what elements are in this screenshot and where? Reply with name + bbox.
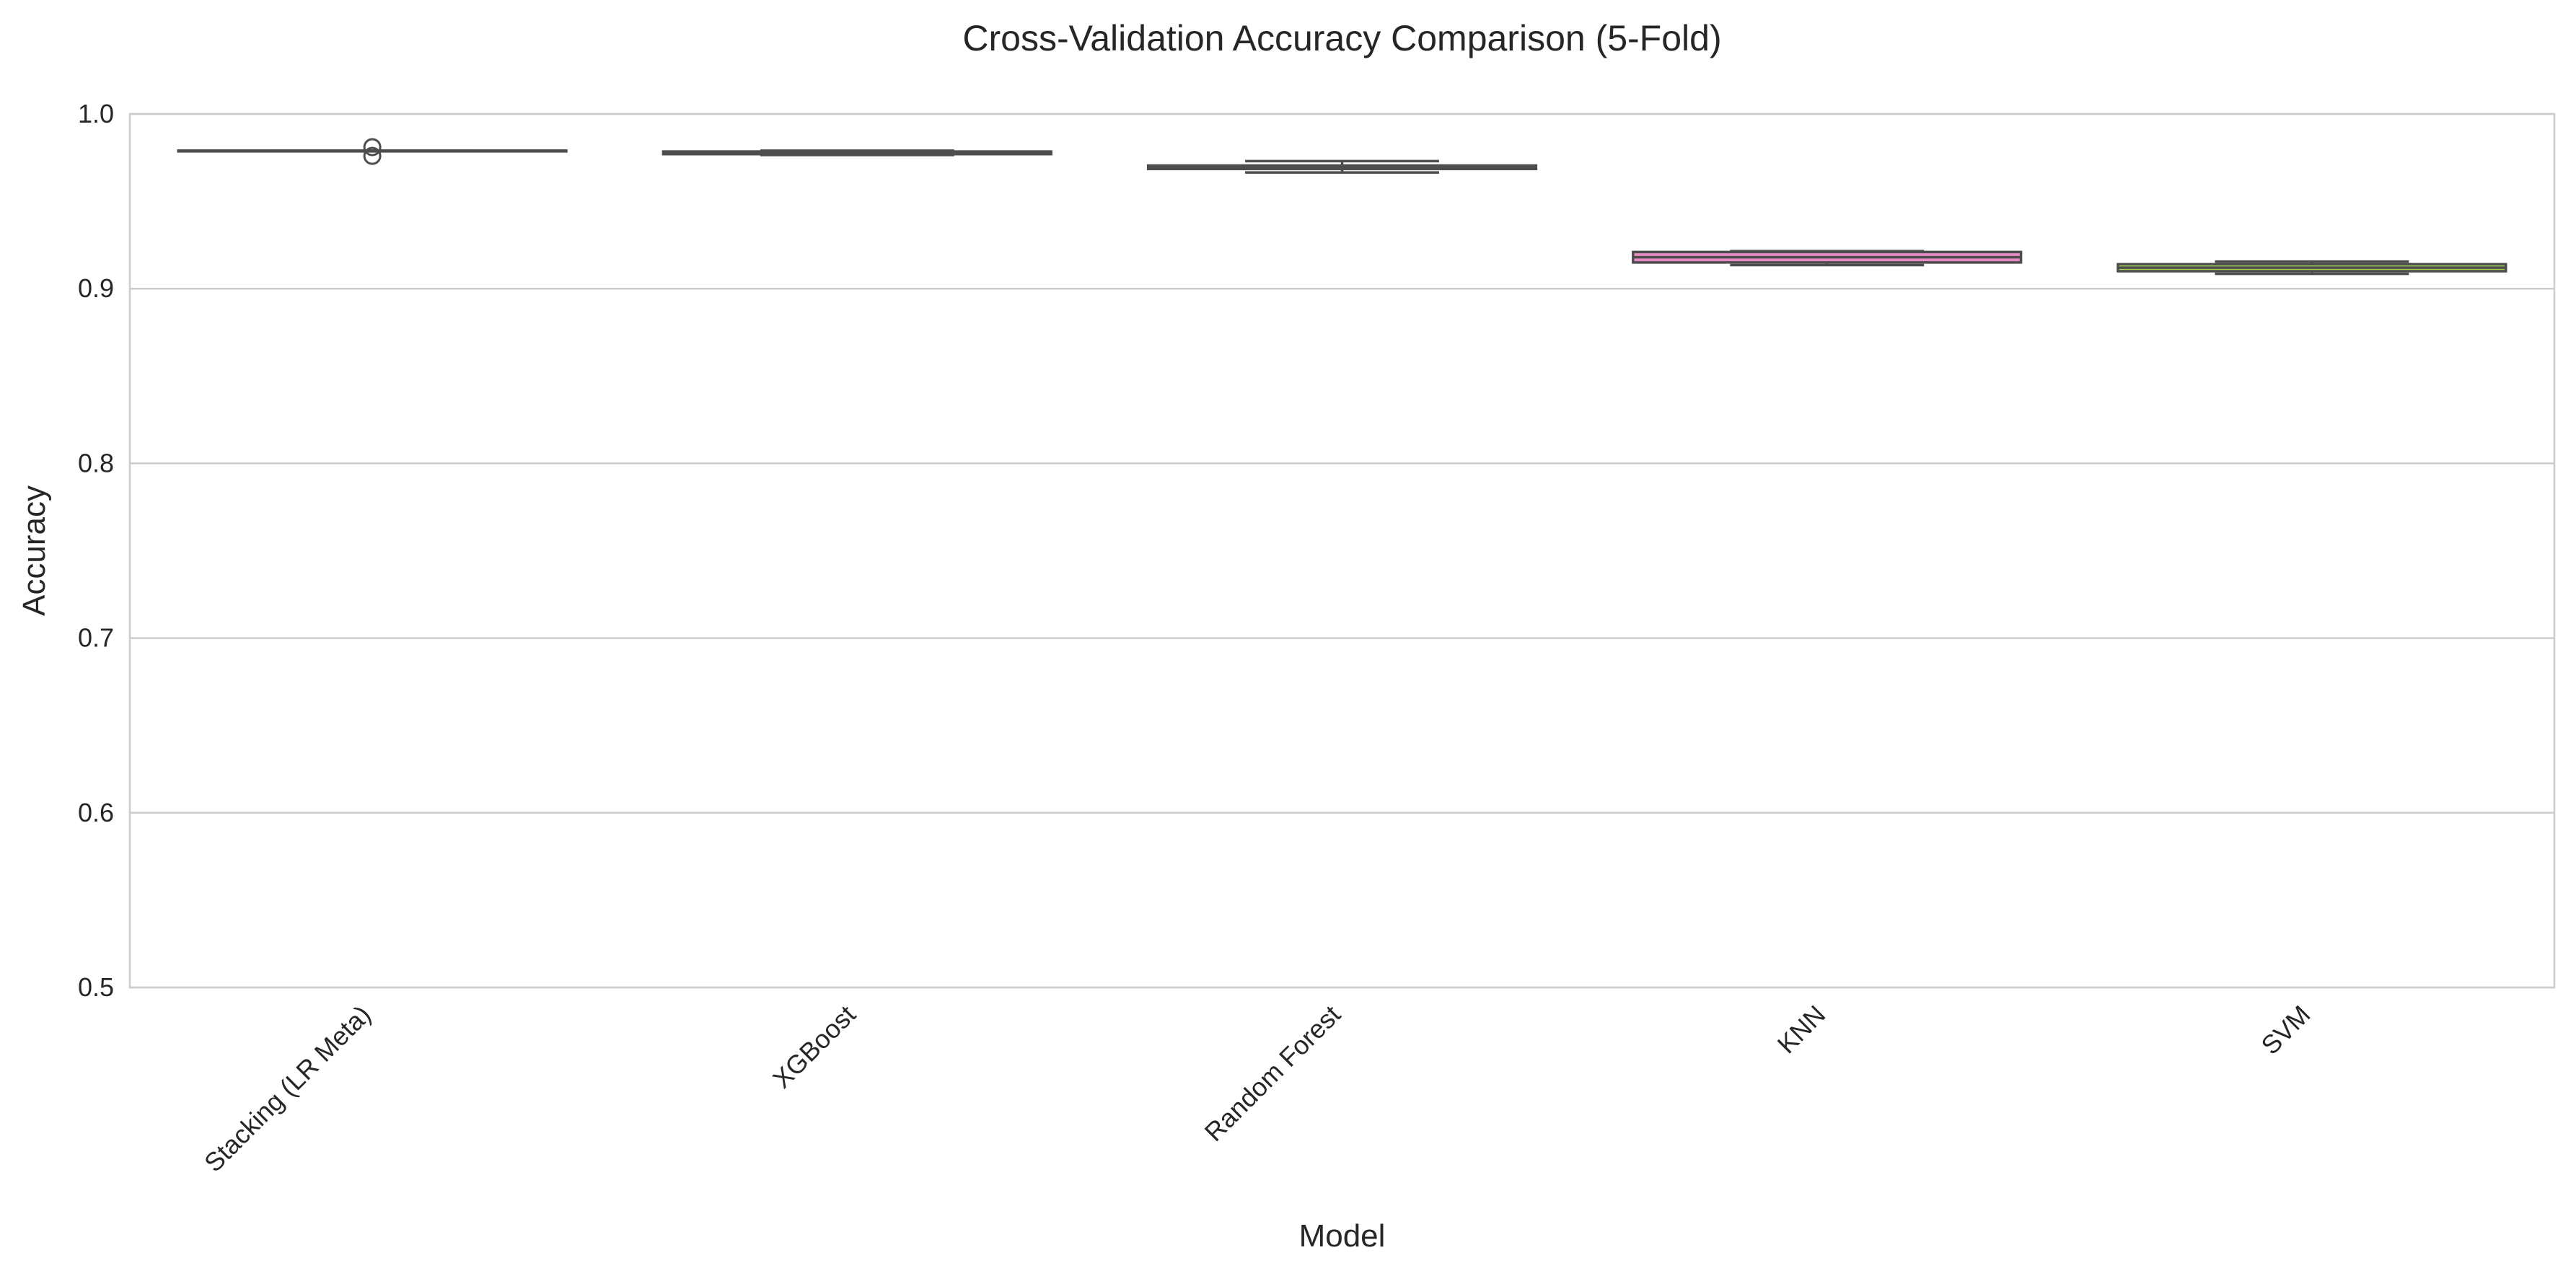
y-tick-label: 0.5 (78, 972, 114, 1002)
y-tick-labels: 0.5 0.6 0.7 0.8 0.9 1.0 (78, 99, 114, 1002)
y-tick-label: 0.7 (78, 623, 114, 653)
y-tick-label: 0.8 (78, 448, 114, 478)
x-axis-label: Model (1299, 1218, 1386, 1254)
y-axis-label: Accuracy (17, 485, 52, 616)
plot-frame (128, 113, 2556, 989)
box-4 (2116, 260, 2507, 276)
box-2 (1146, 159, 1538, 174)
box-3 (1632, 250, 2023, 267)
outlier-point (363, 138, 382, 157)
chart-title: Cross-Validation Accuracy Comparison (5-… (962, 18, 1721, 58)
y-tick-label: 0.9 (78, 273, 114, 303)
boxes (177, 138, 2507, 276)
outlier-point (363, 146, 382, 165)
y-tick-label: 0.6 (78, 798, 114, 827)
y-tick-label: 1.0 (78, 99, 114, 128)
box-1 (661, 149, 1052, 157)
box-0 (177, 138, 568, 165)
